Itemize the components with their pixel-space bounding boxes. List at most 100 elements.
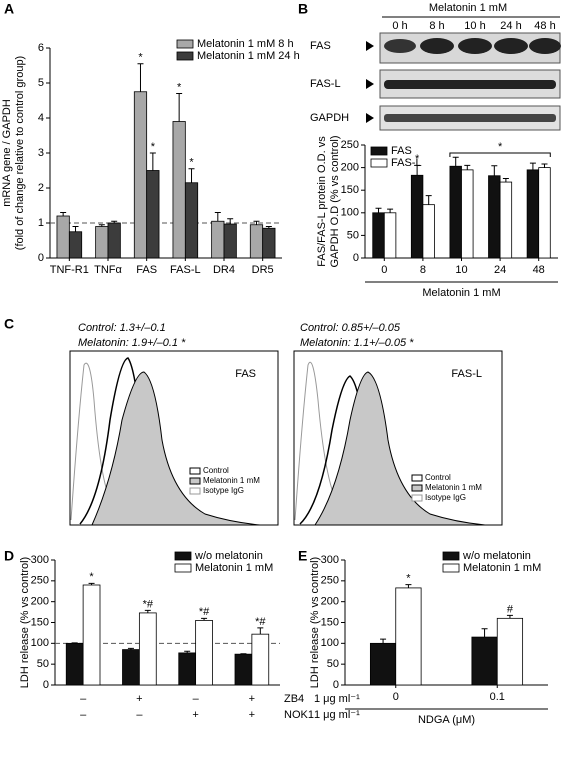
y-tick-label: 0 <box>353 252 359 264</box>
legend-label: Melatonin 1 mM <box>425 483 482 492</box>
bar <box>212 221 224 258</box>
x-tick-label: TNFα <box>94 264 122 276</box>
error-bar <box>257 628 263 634</box>
bar <box>497 618 522 685</box>
significance: *# <box>199 606 210 618</box>
error-bar <box>405 585 411 588</box>
y-axis-label: FAS/FAS-L protein O.D. vs <box>316 136 328 267</box>
legend-swatch <box>190 478 200 484</box>
significance: * <box>406 572 411 584</box>
x-tick-label: 48 <box>533 264 545 276</box>
error-bar <box>376 208 382 213</box>
y-axis-label: (fold of change relative to control grou… <box>14 56 26 250</box>
legend-swatch <box>190 468 200 474</box>
bar <box>396 588 421 685</box>
bar <box>139 613 156 685</box>
y-tick-label: 200 <box>31 596 49 608</box>
y-tick-label: 200 <box>341 162 359 174</box>
legend-swatch <box>412 475 422 481</box>
flow-note: Melatonin: 1.9+/–0.1 * <box>78 337 186 349</box>
legend-label: Melatonin 1 mM <box>463 562 541 574</box>
bar <box>179 653 196 685</box>
legend-label: Control <box>203 466 229 475</box>
y-tick-label: 0 <box>43 679 49 691</box>
treatment-sign: – <box>193 693 200 705</box>
bar <box>173 122 185 259</box>
y-tick-label: 200 <box>321 596 339 608</box>
treatment-dose: 1 μg ml⁻¹ <box>314 693 360 705</box>
error-bar <box>453 157 459 166</box>
error-bar <box>387 209 393 213</box>
bar <box>57 216 69 258</box>
bar <box>185 183 197 258</box>
treatment-sign: – <box>80 709 87 721</box>
bar <box>373 213 385 258</box>
legend-swatch <box>177 52 193 60</box>
bar <box>384 213 396 258</box>
error-bar <box>503 178 509 182</box>
bar <box>224 224 236 258</box>
x-tick-label: 0 <box>393 691 399 703</box>
significance: * <box>138 52 143 64</box>
y-tick-label: 50 <box>347 229 359 241</box>
legend-swatch <box>412 495 422 501</box>
panel-label: B <box>298 1 308 17</box>
y-tick-label: 100 <box>31 637 49 649</box>
bar <box>252 634 269 685</box>
blot-row: FAS <box>310 33 561 63</box>
x-tick-label: FAS <box>136 264 157 276</box>
flow-note: Control: 0.85+/–0.05 <box>300 322 401 334</box>
error-bar <box>215 213 221 222</box>
legend-label: w/o melatonin <box>462 550 531 562</box>
x-tick-label: FAS-L <box>170 264 201 276</box>
bar <box>196 620 213 685</box>
legend-label: Isotype IgG <box>203 486 244 495</box>
legend-label: Isotype IgG <box>425 493 466 502</box>
band <box>494 38 528 54</box>
row-marker <box>366 79 374 89</box>
bar <box>83 585 100 685</box>
x-tick-label: DR5 <box>252 264 274 276</box>
bar <box>450 166 462 258</box>
bar <box>489 176 501 258</box>
treatment-name: NOK1 <box>284 709 314 721</box>
treatment-name: ZB4 <box>284 693 304 705</box>
blot-row: FAS-L <box>310 70 560 98</box>
error-bar <box>507 615 513 618</box>
legend-label: Melatonin 1 mM 8 h <box>197 38 294 50</box>
legend-swatch <box>175 564 191 572</box>
significance: *# <box>143 598 154 610</box>
y-tick-label: 250 <box>341 139 359 151</box>
significance: * <box>151 141 156 153</box>
lane-label: 8 h <box>429 20 444 32</box>
error-bar <box>60 213 66 217</box>
bar <box>123 650 140 685</box>
y-axis-label: mRNA gene / GAPDH <box>1 99 13 207</box>
legend-label: Melatonin 1 mM <box>195 562 273 574</box>
y-tick-label: 100 <box>321 637 339 649</box>
treatment-dose: 1 μg ml⁻¹ <box>314 709 360 721</box>
legend-swatch <box>175 552 191 560</box>
flow-note: Melatonin: 1.1+/–0.05 * <box>300 337 414 349</box>
y-tick-label: 3 <box>38 147 44 159</box>
y-tick-label: 300 <box>31 554 49 566</box>
bar <box>69 232 81 258</box>
bar <box>96 227 108 259</box>
significance: * <box>189 157 194 169</box>
lane-label: 24 h <box>500 20 521 32</box>
band <box>384 80 556 89</box>
treatment-sign: + <box>192 709 198 721</box>
error-bar <box>426 196 432 205</box>
row-marker <box>366 113 374 123</box>
y-axis-label: LDH release (% vs control) <box>309 557 321 688</box>
legend-swatch <box>190 488 200 494</box>
band <box>384 39 416 53</box>
significance: # <box>507 603 514 615</box>
flow-label: FAS <box>235 368 256 380</box>
x-tick-label: TNF-R1 <box>50 264 89 276</box>
x-tick-label: 0 <box>381 264 387 276</box>
x-tick-label: 24 <box>494 264 506 276</box>
lane-label: 48 h <box>534 20 555 32</box>
y-tick-label: 1 <box>38 217 44 229</box>
